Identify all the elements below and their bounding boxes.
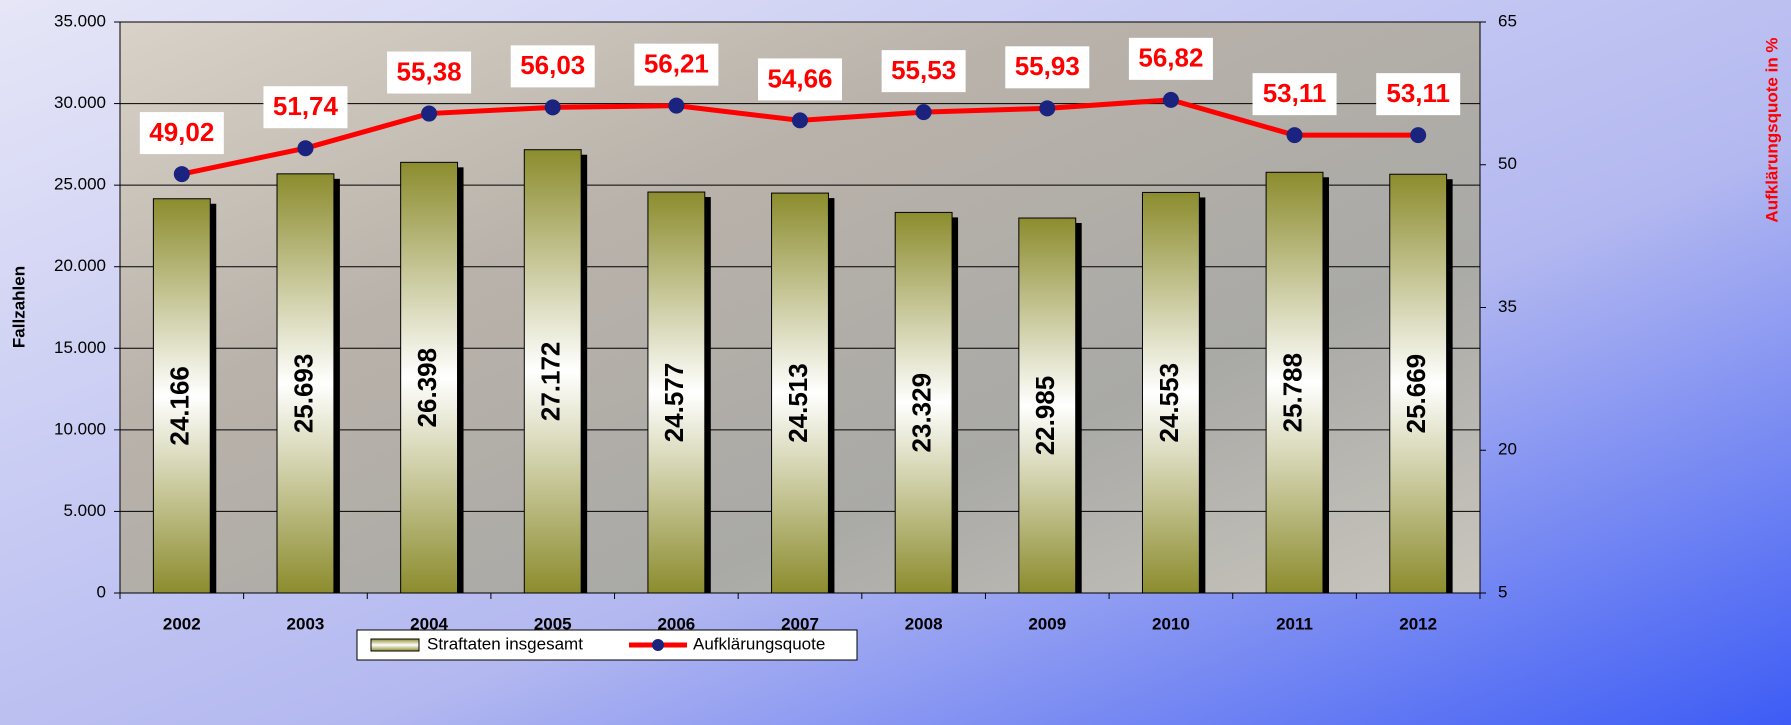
legend-swatch: [370, 638, 420, 652]
line-marker: [915, 104, 932, 121]
line-marker: [1039, 100, 1056, 117]
y-axis-title: Fallzahlen: [9, 266, 28, 348]
line-marker: [297, 140, 314, 157]
bar: [1265, 171, 1324, 594]
legend-label: Straftaten insgesamt: [427, 634, 583, 653]
value-label-box: [758, 58, 842, 101]
y-tick-label: 10.000: [54, 419, 106, 438]
y2-tick-label: 65: [1498, 11, 1517, 30]
line-value-label: 55,93: [1015, 51, 1080, 81]
bar-value-label: 24.166: [165, 366, 195, 446]
bar: [276, 173, 335, 594]
line-marker: [1162, 91, 1179, 108]
value-label-box: [510, 45, 595, 88]
x-tick-label: 2007: [781, 614, 819, 633]
y-tick-label: 35.000: [54, 11, 106, 30]
bar: [400, 161, 459, 594]
bar: [1141, 191, 1200, 594]
value-label-box: [1252, 73, 1337, 116]
legend-box: [356, 629, 858, 661]
y-tick-label: 25.000: [54, 175, 106, 194]
x-tick-label: 2010: [1152, 614, 1190, 633]
x-tick-label: 2012: [1399, 614, 1437, 633]
legend-marker: [652, 639, 664, 651]
bar-value-label: 27.172: [536, 342, 566, 422]
x-tick-label: 2006: [657, 614, 695, 633]
value-label-box: [263, 86, 348, 129]
line-marker: [668, 97, 685, 114]
y2-tick-label: 50: [1498, 154, 1517, 173]
value-label-box: [387, 51, 472, 94]
x-tick-label: 2002: [163, 614, 201, 633]
bar: [894, 211, 953, 594]
x-tick-label: 2009: [1028, 614, 1066, 633]
line-value-label: 53,11: [1386, 78, 1450, 108]
bar: [771, 192, 829, 594]
bar: [1018, 217, 1077, 594]
x-tick-label: 2004: [410, 614, 448, 633]
line-value-label: 54,66: [767, 63, 832, 93]
bar-value-label: 25.693: [288, 354, 318, 434]
bar-value-label: 24.513: [783, 363, 813, 443]
line-value-label: 55,53: [891, 55, 956, 85]
bar-value-label: 22.985: [1030, 376, 1060, 456]
line-marker: [1286, 127, 1303, 144]
x-tick-label: 2011: [1276, 614, 1313, 633]
bar: [1389, 173, 1448, 594]
bar-value-label: 25.669: [1401, 354, 1431, 434]
y-tick-label: 30.000: [54, 93, 106, 112]
y-tick-label: 0: [97, 582, 106, 601]
bar: [152, 198, 211, 594]
bar: [647, 191, 706, 594]
y-tick-label: 20.000: [54, 256, 106, 275]
bar-value-label: 24.553: [1154, 363, 1184, 443]
legend: Straftaten insgesamt Aufklärungsquote: [356, 629, 858, 661]
line-value-label: 53,11: [1263, 78, 1327, 108]
bar-value-label: 26.398: [412, 348, 442, 428]
x-tick-label: 2008: [905, 614, 943, 633]
y2-tick-label: 20: [1498, 440, 1517, 459]
legend-label: Aufklärungsquote: [693, 634, 825, 653]
line-value-label: 56,03: [520, 50, 585, 80]
y2-tick-label: 35: [1498, 297, 1517, 316]
line-marker: [544, 99, 561, 116]
line-value-label: 51,74: [273, 91, 339, 121]
line-marker: [173, 166, 190, 183]
bar: [523, 149, 582, 594]
line-marker: [1410, 127, 1427, 144]
y2-axis-title: Aufklärungsquote in %: [1762, 37, 1781, 222]
value-label-box: [1128, 37, 1213, 80]
line-value-label: 49,02: [149, 117, 214, 147]
x-tick-label: 2003: [287, 614, 325, 633]
line-value-label: 55,38: [397, 56, 462, 86]
line-value-label: 56,21: [644, 49, 709, 79]
x-tick-label: 2005: [534, 614, 572, 633]
bar-value-label: 25.788: [1277, 353, 1307, 433]
bar-value-label: 23.329: [907, 373, 937, 453]
value-label-box: [1376, 73, 1461, 116]
line-marker: [421, 105, 438, 122]
y2-tick-label: 5: [1498, 582, 1507, 601]
bar-value-label: 24.577: [659, 363, 689, 443]
value-label-box: [881, 50, 966, 93]
line-marker: [792, 112, 808, 129]
value-label-box: [1005, 46, 1090, 89]
y-tick-label: 15.000: [54, 338, 106, 357]
value-label-box: [139, 112, 224, 155]
y-tick-label: 5.000: [63, 501, 106, 520]
line-value-label: 56,82: [1138, 43, 1203, 73]
value-label-box: [634, 43, 719, 86]
